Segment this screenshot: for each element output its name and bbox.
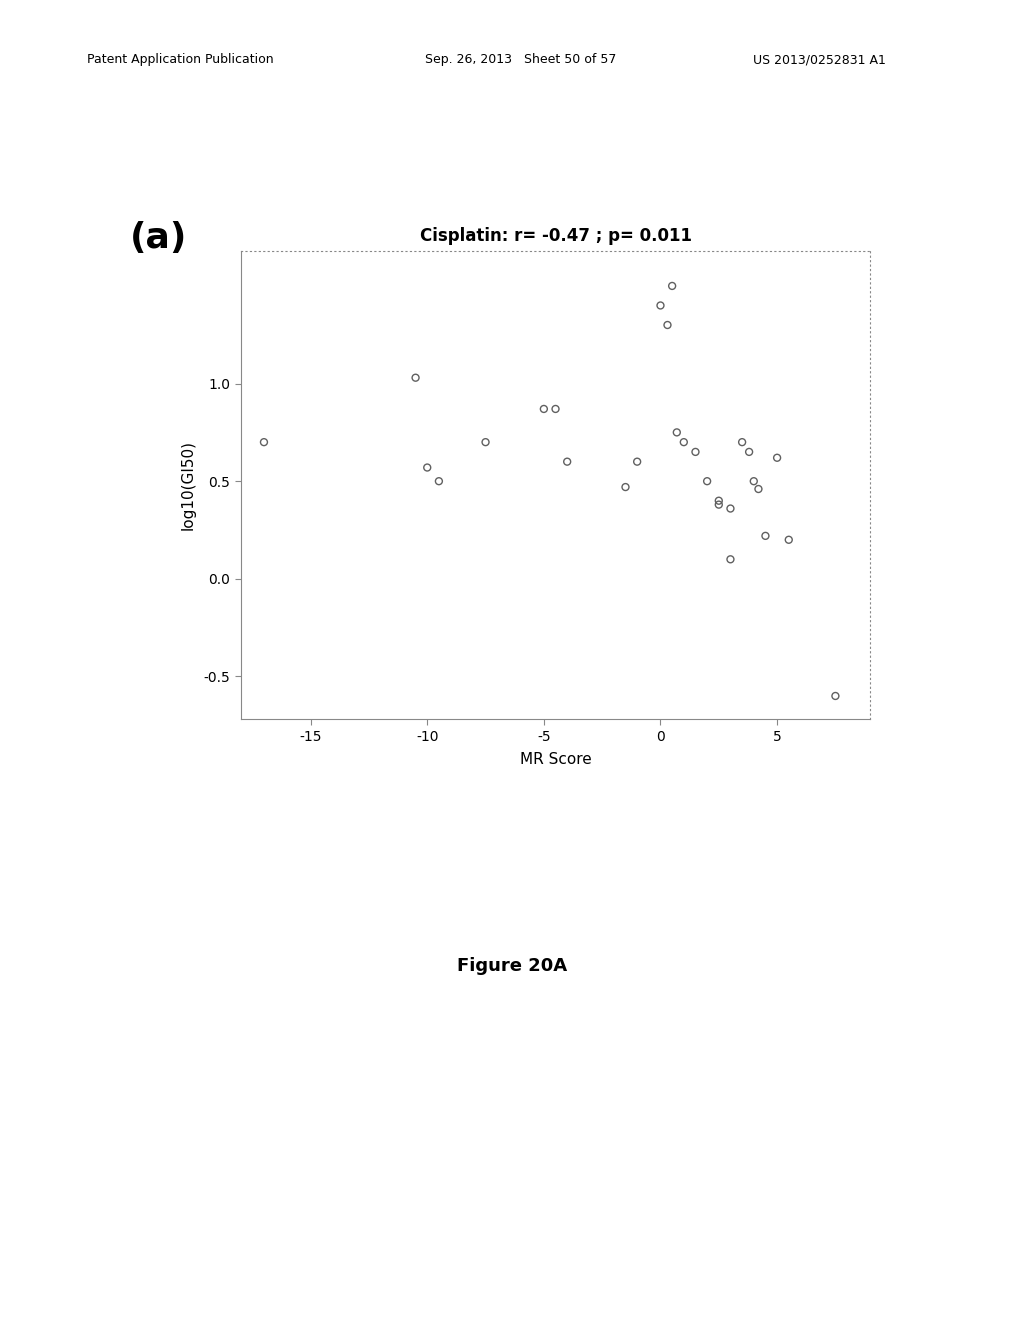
Point bbox=[559, 451, 575, 473]
Y-axis label: log10(GI50): log10(GI50) bbox=[180, 440, 196, 531]
Point bbox=[741, 441, 758, 462]
Point bbox=[669, 422, 685, 444]
Point bbox=[827, 685, 844, 706]
Point bbox=[745, 471, 762, 492]
Point bbox=[617, 477, 634, 498]
Point bbox=[629, 451, 645, 473]
Text: US 2013/0252831 A1: US 2013/0252831 A1 bbox=[753, 53, 886, 66]
Point bbox=[536, 399, 552, 420]
Point bbox=[722, 498, 738, 519]
Point bbox=[664, 276, 680, 297]
Point bbox=[547, 399, 563, 420]
Point bbox=[758, 525, 774, 546]
Point bbox=[751, 478, 767, 499]
Point bbox=[711, 490, 727, 511]
Text: Patent Application Publication: Patent Application Publication bbox=[87, 53, 273, 66]
Point bbox=[659, 314, 676, 335]
Point bbox=[687, 441, 703, 462]
Point bbox=[652, 294, 669, 315]
Point bbox=[699, 471, 716, 492]
Point bbox=[256, 432, 272, 453]
Point bbox=[734, 432, 751, 453]
X-axis label: MR Score: MR Score bbox=[519, 752, 592, 767]
Point bbox=[780, 529, 797, 550]
Title: Cisplatin: r= -0.47 ; p= 0.011: Cisplatin: r= -0.47 ; p= 0.011 bbox=[420, 227, 691, 246]
Point bbox=[431, 471, 447, 492]
Point bbox=[711, 494, 727, 515]
Point bbox=[676, 432, 692, 453]
Point bbox=[408, 367, 424, 388]
Point bbox=[419, 457, 435, 478]
Point bbox=[477, 432, 494, 453]
Point bbox=[769, 447, 785, 469]
Text: Figure 20A: Figure 20A bbox=[457, 957, 567, 975]
Text: (a): (a) bbox=[130, 220, 187, 255]
Text: Sep. 26, 2013   Sheet 50 of 57: Sep. 26, 2013 Sheet 50 of 57 bbox=[425, 53, 616, 66]
Point bbox=[722, 549, 738, 570]
